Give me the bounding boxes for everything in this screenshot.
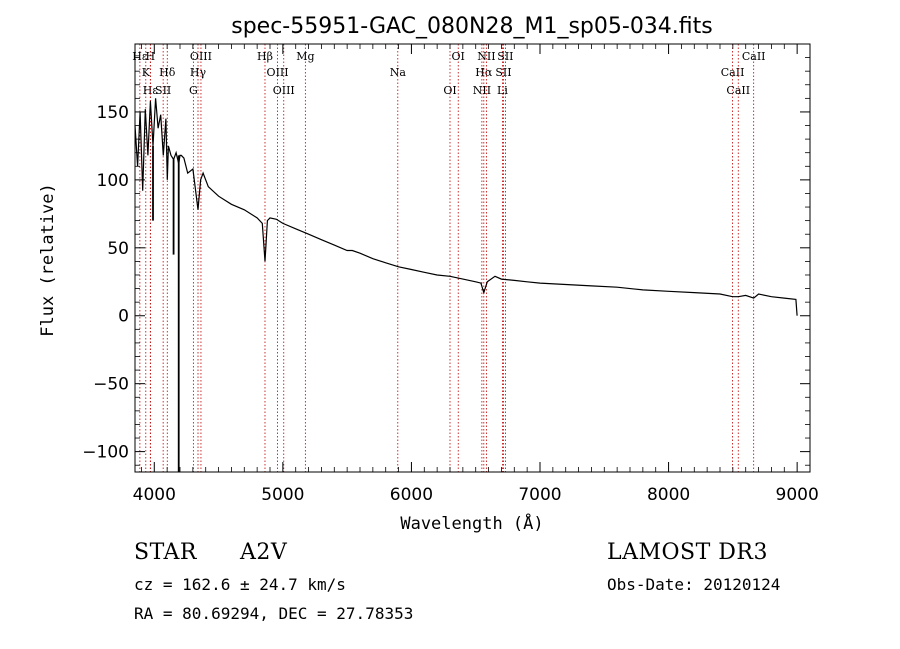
y-axis-label: Flux (relative): [38, 183, 58, 337]
line-marker-label: CaII: [721, 66, 745, 79]
y-tick-label: −50: [93, 375, 129, 395]
x-tick-label: 6000: [390, 485, 433, 505]
line-marker-label: SII: [495, 66, 511, 79]
y-axis: −100 −50 0 50 100 150: [82, 57, 810, 466]
x-tick-label: 4000: [133, 485, 176, 505]
object-class: STAR: [134, 540, 197, 565]
line-marker-label: Li: [497, 84, 508, 97]
x-tick-label: 5000: [261, 485, 304, 505]
chart-title: spec-55951-GAC_080N28_M1_sp05-034.fits: [231, 14, 713, 39]
line-marker-label: NII: [477, 50, 495, 63]
coordinates-readout: RA = 80.69294, DEC = 27.78353: [134, 604, 414, 623]
line-marker-label: Hε: [132, 50, 148, 63]
line-marker-label: K: [142, 66, 151, 79]
spectral-subclass: A2V: [240, 540, 288, 565]
flux-series-line: [134, 98, 798, 316]
line-marker-label: Hβ: [257, 50, 273, 63]
line-marker-label: SII: [155, 84, 171, 97]
line-marker-label: Na: [390, 66, 407, 79]
x-tick-label: 7000: [518, 485, 561, 505]
x-axis: 4000 5000 6000 7000 8000 9000: [133, 44, 819, 505]
line-marker-label: OIII: [267, 66, 289, 79]
y-tick-label: 150: [97, 103, 129, 123]
x-tick-label: 8000: [647, 485, 690, 505]
x-tick-label: 9000: [776, 485, 819, 505]
line-marker-label: Hδ: [159, 66, 176, 79]
line-marker-label: OI: [452, 50, 465, 63]
line-marker-label: OIII: [273, 84, 295, 97]
redshift-readout: cz = 162.6 ± 24.7 km/s: [134, 575, 346, 594]
line-marker-label: Hα: [475, 66, 493, 79]
y-tick-label: 100: [97, 171, 129, 191]
y-tick-label: 0: [118, 307, 129, 327]
x-axis-label: Wavelength (Å): [400, 512, 543, 534]
line-marker-label: NII: [473, 84, 491, 97]
plot-frame: [134, 43, 811, 473]
line-marker-label: Mg: [296, 50, 314, 63]
y-tick-label: 50: [107, 239, 129, 259]
line-marker-label: H: [146, 50, 156, 63]
y-tick-label: −100: [82, 443, 129, 463]
observation-date: Obs-Date: 20120124: [607, 575, 781, 594]
line-marker-label: CaII: [742, 50, 766, 63]
survey-name: LAMOST DR3: [607, 540, 768, 565]
line-marker-label: OI: [443, 84, 456, 97]
line-marker-label: CaII: [726, 84, 750, 97]
line-marker-label: G: [189, 84, 198, 97]
spectral-line-markers: HεKHεHHδSIIOIIIHγGHβOIIIOIIIMgNaOIOIHαNI…: [132, 44, 766, 472]
line-marker-label: SII: [497, 50, 513, 63]
line-marker-label: OIII: [190, 50, 212, 63]
line-marker-label: Hγ: [190, 66, 207, 79]
